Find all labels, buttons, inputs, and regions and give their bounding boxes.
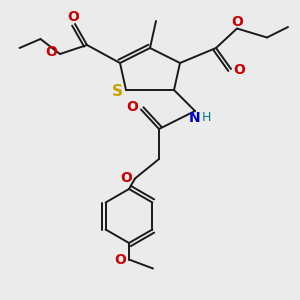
Text: O: O (114, 253, 126, 266)
Text: O: O (46, 46, 58, 59)
Text: O: O (127, 100, 139, 114)
Text: O: O (120, 172, 132, 185)
Text: O: O (68, 11, 80, 24)
Text: S: S (112, 84, 122, 99)
Text: O: O (233, 64, 245, 77)
Text: N: N (189, 111, 201, 124)
Text: O: O (232, 15, 244, 29)
Text: H: H (202, 111, 211, 124)
